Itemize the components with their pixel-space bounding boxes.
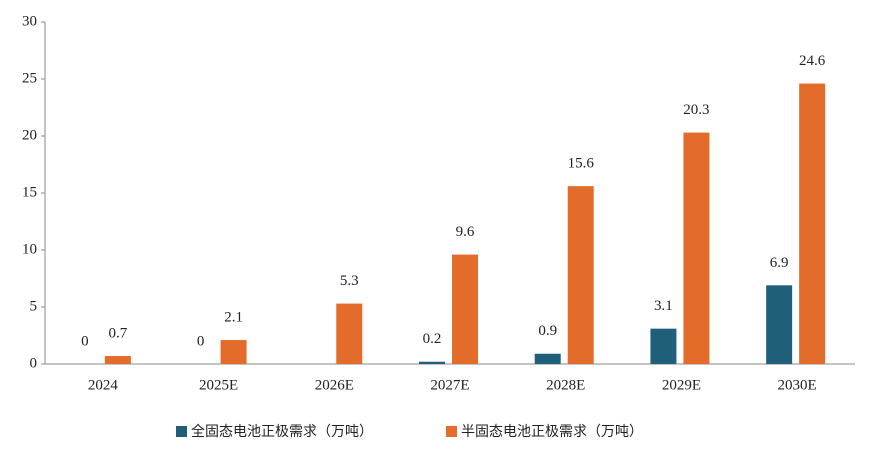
- x-tick-label: 2030E: [778, 377, 817, 393]
- data-label: 0.9: [538, 323, 557, 339]
- bar: [452, 254, 478, 364]
- data-label: 6.9: [770, 255, 789, 271]
- data-label: 24.6: [799, 53, 826, 69]
- x-tick-label: 2026E: [315, 377, 354, 393]
- data-label: 0: [81, 333, 89, 349]
- bar: [336, 303, 363, 364]
- data-label: 15.6: [568, 156, 595, 172]
- data-label: 2.1: [224, 309, 243, 325]
- bar: [766, 285, 793, 364]
- legend-label: 半固态电池正极需求（万吨）: [461, 424, 643, 440]
- bar: [683, 132, 710, 364]
- x-tick-label: 2024: [88, 377, 119, 393]
- bar: [650, 328, 677, 364]
- legend-label: 全固态电池正极需求（万吨）: [191, 423, 373, 440]
- data-label: 9.6: [456, 224, 475, 240]
- bar: [799, 83, 826, 364]
- data-label: 3.1: [654, 298, 673, 314]
- y-tick-label: 5: [30, 298, 38, 314]
- legend-swatch: [176, 426, 187, 437]
- y-tick-label: 30: [22, 13, 37, 29]
- x-tick-label: 2029E: [662, 377, 701, 393]
- data-label: 5.3: [340, 273, 359, 289]
- x-tick-label: 2027E: [430, 377, 469, 393]
- y-tick-label: 25: [22, 70, 37, 86]
- legend: 全固态电池正极需求（万吨） 半固态电池正极需求（万吨）: [176, 423, 643, 440]
- x-tick-label: 2025E: [199, 377, 238, 393]
- bar: [104, 356, 131, 364]
- data-label: 0: [197, 333, 205, 349]
- bar: [220, 340, 247, 364]
- data-label: 0.7: [108, 325, 127, 341]
- bar: [534, 353, 561, 364]
- y-tick-label: 20: [22, 127, 37, 143]
- y-tick-label: 15: [22, 184, 37, 200]
- y-tick-label: 10: [22, 241, 37, 257]
- x-tick-label: 2028E: [546, 377, 585, 393]
- data-label: 20.3: [683, 102, 709, 118]
- legend-swatch: [446, 426, 457, 437]
- bar: [419, 361, 445, 364]
- data-label: 0.2: [423, 331, 442, 347]
- bar: [567, 186, 594, 364]
- y-tick-label: 0: [30, 355, 38, 371]
